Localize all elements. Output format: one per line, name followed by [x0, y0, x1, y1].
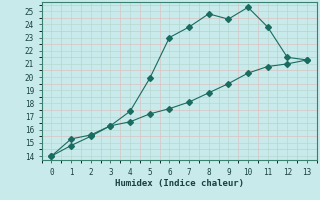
X-axis label: Humidex (Indice chaleur): Humidex (Indice chaleur)	[115, 179, 244, 188]
